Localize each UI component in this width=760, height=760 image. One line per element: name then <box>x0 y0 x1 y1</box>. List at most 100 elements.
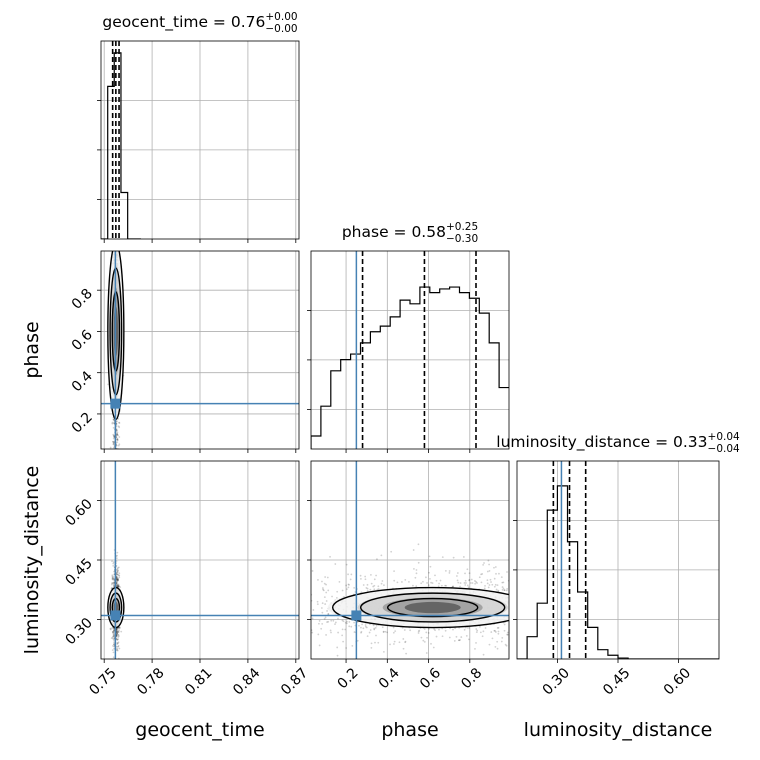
sample-point <box>321 580 323 583</box>
sample-point <box>440 584 443 587</box>
sample-point <box>505 589 508 592</box>
sample-point <box>117 584 120 587</box>
sample-point <box>486 579 489 582</box>
sample-point <box>117 634 120 636</box>
x-tick-label: 0.75 <box>86 665 119 698</box>
sample-point <box>369 588 372 591</box>
sample-point <box>497 630 500 633</box>
sample-point <box>408 580 410 583</box>
sample-point <box>496 640 499 643</box>
sample-point <box>345 622 348 625</box>
sample-point <box>428 627 430 630</box>
sample-point <box>116 581 118 584</box>
sample-point <box>431 582 434 584</box>
sample-point <box>113 443 115 446</box>
sample-point <box>373 628 376 631</box>
sample-point <box>118 426 121 429</box>
sample-point <box>118 585 120 588</box>
sample-point <box>116 571 119 573</box>
sample-point <box>497 632 500 635</box>
sample-point <box>469 582 472 584</box>
sample-point <box>414 576 417 579</box>
sample-point <box>324 576 327 578</box>
sample-point <box>320 607 323 609</box>
histogram-step <box>311 286 509 449</box>
scatter-panel-geocent_time-phase: 0.2 0.4 0.6 0.8 <box>69 250 300 453</box>
sample-point <box>409 629 412 632</box>
scatter-panel-phase-luminosity_distance: 0.2 0.4 0.6 0.8 <box>307 460 510 692</box>
sample-point <box>502 587 505 590</box>
sample-point <box>353 621 356 624</box>
sample-point <box>382 630 385 633</box>
sample-point <box>489 578 492 581</box>
sample-point <box>112 585 115 588</box>
sample-point <box>113 647 115 650</box>
sample-point <box>112 637 115 640</box>
sample-point <box>430 581 432 584</box>
sample-point <box>332 619 335 622</box>
sample-point <box>111 574 114 577</box>
contour-line <box>359 592 506 623</box>
sample-point <box>487 586 490 589</box>
sample-point <box>116 649 119 652</box>
truth-marker <box>110 610 121 621</box>
sample-point <box>316 603 319 606</box>
sample-point <box>417 543 420 546</box>
panel-border <box>100 460 300 660</box>
sample-point <box>112 443 115 446</box>
sample-point <box>117 434 120 437</box>
sample-point <box>369 629 372 631</box>
histogram-step <box>517 485 719 659</box>
sample-point <box>429 565 432 568</box>
sample-point <box>423 628 426 630</box>
y-tick-label: 0.60 <box>62 496 95 529</box>
sample-point <box>116 568 119 571</box>
title-minus: −0.04 <box>708 443 740 455</box>
sample-point <box>356 639 359 642</box>
sample-point <box>113 629 115 632</box>
sample-point <box>330 631 332 634</box>
sample-point <box>112 630 115 633</box>
sample-point <box>373 578 376 581</box>
sample-point <box>486 582 489 585</box>
sample-point <box>503 623 506 626</box>
sample-point <box>437 585 440 588</box>
sample-point <box>349 578 352 581</box>
sample-point <box>495 588 498 591</box>
sample-point <box>116 648 119 651</box>
sample-point <box>370 582 373 585</box>
sample-point <box>115 433 118 435</box>
sample-point <box>111 636 114 639</box>
sample-point <box>479 625 481 628</box>
sample-point <box>465 634 468 637</box>
sample-point <box>497 589 500 592</box>
sample-point <box>503 629 506 632</box>
sample-point <box>480 581 483 584</box>
sample-point <box>316 600 319 603</box>
y-tick-label: 0.6 <box>69 327 96 354</box>
sample-point <box>417 632 420 634</box>
sample-point <box>116 554 118 557</box>
sample-point <box>452 556 455 559</box>
sample-point <box>118 629 120 632</box>
x-axis-label-luminosity_distance: luminosity_distance <box>524 719 713 741</box>
sample-point <box>418 629 421 632</box>
panel-border <box>310 460 510 660</box>
hist-panel-phase <box>307 250 510 453</box>
sample-point <box>362 627 365 630</box>
sample-point <box>376 558 378 561</box>
sample-point <box>112 578 114 581</box>
sample-point <box>117 578 119 581</box>
sample-point <box>366 635 369 637</box>
sample-point <box>112 627 114 630</box>
sample-point <box>115 557 118 560</box>
sample-point <box>111 649 114 652</box>
sample-point <box>503 589 506 592</box>
sample-point <box>118 443 121 446</box>
y-tick-label: 0.30 <box>62 615 95 648</box>
sample-point <box>321 622 324 625</box>
sample-point <box>350 625 353 628</box>
sample-point <box>476 629 479 632</box>
sample-point <box>113 664 115 666</box>
sample-point <box>448 636 451 639</box>
